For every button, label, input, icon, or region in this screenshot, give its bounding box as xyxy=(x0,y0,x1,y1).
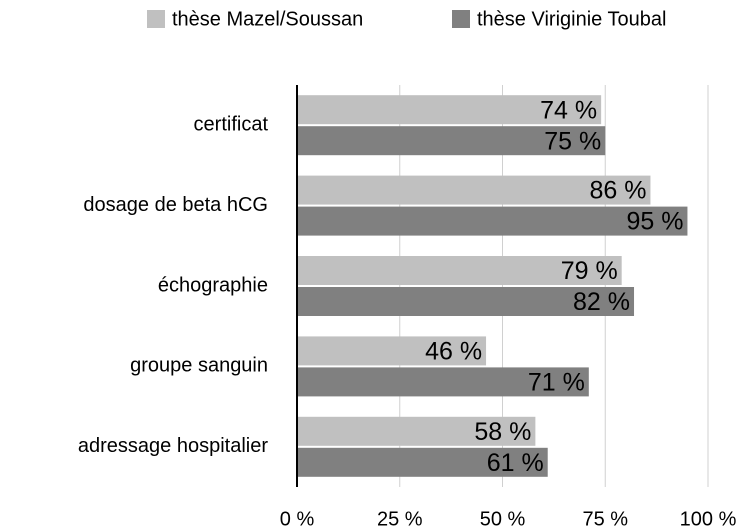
category-label: certificat xyxy=(194,113,269,135)
value-label: 95 % xyxy=(626,208,683,236)
legend-label: thèse Viriginie Toubal xyxy=(477,8,666,30)
x-tick-label: 0 % xyxy=(280,508,315,530)
value-label: 71 % xyxy=(528,369,585,397)
value-label: 46 % xyxy=(425,338,482,366)
bar xyxy=(297,95,602,125)
value-label: 79 % xyxy=(561,257,618,285)
bar xyxy=(297,126,606,156)
category-label: dosage de beta hCG xyxy=(83,194,268,216)
x-tick-label: 100 % xyxy=(680,508,737,530)
value-label: 58 % xyxy=(474,418,531,446)
legend-label: thèse Mazel/Soussan xyxy=(172,8,363,30)
value-label: 82 % xyxy=(573,288,630,316)
bar xyxy=(297,336,487,366)
legend-swatch xyxy=(147,10,165,28)
x-tick-label: 25 % xyxy=(377,508,423,530)
category-label: échographie xyxy=(158,274,268,296)
bar xyxy=(297,175,651,205)
value-label: 86 % xyxy=(589,177,646,205)
x-tick-label: 50 % xyxy=(480,508,526,530)
category-label: groupe sanguin xyxy=(130,355,268,377)
x-tick-label: 75 % xyxy=(582,508,628,530)
value-label: 74 % xyxy=(540,96,597,124)
bar xyxy=(297,256,622,285)
bar xyxy=(297,206,688,236)
legend-swatch xyxy=(452,10,470,28)
bar xyxy=(297,416,536,446)
bar xyxy=(297,367,589,397)
category-label: adressage hospitalier xyxy=(78,435,268,457)
bar xyxy=(297,287,635,316)
bar xyxy=(297,447,548,477)
value-label: 75 % xyxy=(544,127,601,155)
value-label: 61 % xyxy=(487,449,544,477)
